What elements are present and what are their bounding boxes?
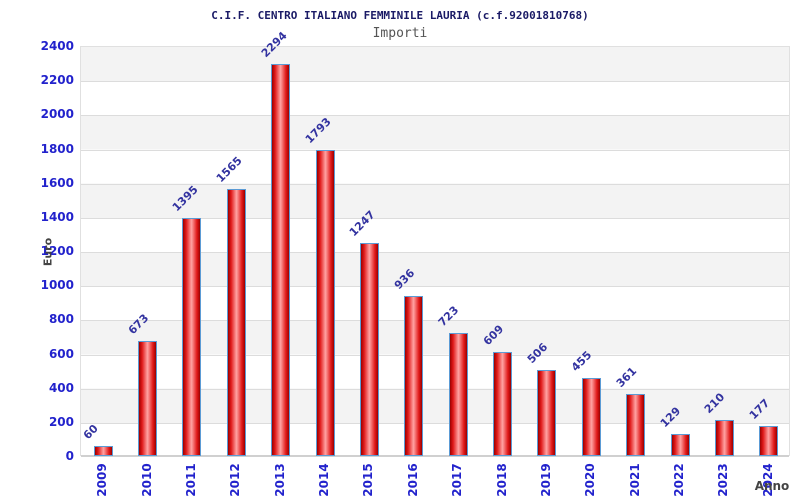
bar-2013	[271, 64, 291, 456]
y-tick-label: 400	[48, 380, 74, 395]
x-tick-label: 2018	[494, 463, 509, 497]
bar-value-label: 609	[480, 322, 506, 348]
bar-2014	[315, 149, 335, 456]
bar-value-label: 1395	[169, 182, 201, 214]
x-axis-line	[81, 455, 789, 457]
x-axis-title: Anno	[754, 479, 790, 493]
y-tick-label: 600	[48, 346, 74, 361]
bar-value-label: 1565	[214, 153, 245, 185]
bar-2012	[226, 188, 246, 456]
bar-value-label: 1793	[302, 114, 334, 146]
x-tick-label: 2009	[95, 463, 110, 497]
x-tick-label: 2011	[183, 463, 198, 497]
y-tick-label: 1000	[40, 278, 74, 293]
bar-2011	[182, 217, 202, 456]
x-tick-label: 2015	[361, 463, 376, 497]
bar-value-label: 129	[657, 404, 684, 430]
bar-value-label: 361	[613, 364, 639, 391]
bar-2015	[359, 242, 379, 456]
y-tick-label: 800	[48, 312, 74, 327]
gridline	[81, 183, 789, 185]
y-tick-label: 1200	[40, 244, 74, 258]
bar-value-label: 60	[80, 421, 102, 442]
bar-value-label: 506	[524, 340, 551, 366]
x-tick-label: 2013	[272, 463, 287, 497]
x-tick-label: 2020	[583, 463, 598, 497]
bar-value-label: 455	[569, 348, 595, 375]
x-tick-label: 2023	[716, 463, 731, 497]
bar-value-label: 177	[746, 396, 773, 422]
x-tick-label: 2012	[228, 463, 243, 497]
gridline	[81, 388, 789, 390]
y-tick-label: 2200	[40, 73, 74, 88]
gridline	[81, 354, 789, 356]
y-tick-label: 2000	[40, 107, 74, 122]
bar-2022	[670, 433, 690, 456]
gridline	[81, 286, 789, 288]
y-tick-label: 2400	[40, 39, 74, 53]
bar-value-label: 936	[391, 266, 418, 293]
bar-2024	[759, 425, 779, 456]
x-tick-label: 2019	[538, 463, 553, 497]
gridline	[81, 81, 789, 83]
gridline	[81, 149, 789, 151]
bar-value-label: 1247	[347, 208, 379, 239]
bar-2009	[93, 445, 113, 456]
x-tick-label: 2022	[672, 463, 687, 497]
y-tick-label: 200	[48, 414, 74, 429]
bar-2019	[537, 369, 557, 456]
x-tick-label: 2021	[627, 463, 642, 497]
gridline	[81, 320, 789, 322]
y-axis-title: Euro	[41, 237, 55, 267]
y-tick-label: 1800	[40, 141, 74, 156]
gridline	[81, 217, 789, 219]
bar-2023	[714, 420, 734, 456]
x-tick-label: 2016	[405, 463, 420, 497]
bar-value-label: 673	[125, 311, 151, 338]
bar-value-label: 210	[702, 390, 728, 417]
y-tick-label: 1600	[40, 175, 74, 190]
bar-2018	[493, 351, 513, 456]
bar-2020	[581, 378, 601, 456]
bar-2010	[138, 341, 158, 456]
bar-2016	[404, 296, 424, 456]
y-tick-label: 0	[65, 449, 74, 463]
x-tick-label: 2017	[450, 463, 465, 497]
y-tick-label: 1400	[40, 209, 74, 224]
bar-2017	[448, 332, 468, 456]
gridline	[81, 252, 789, 253]
chart-subtitle: Importi	[372, 26, 428, 41]
bar-value-label: 723	[435, 303, 462, 329]
chart-title: C.I.F. CENTRO ITALIANO FEMMINILE LAURIA …	[211, 9, 589, 22]
plot-area: 60 673 1395 1565 2294 1793 1247 936 723 609 506 455…	[80, 29, 790, 457]
gridline	[81, 422, 789, 424]
x-tick-label: 2010	[139, 463, 154, 497]
gridline	[81, 115, 789, 117]
bar-2021	[626, 394, 646, 456]
x-tick-label: 2014	[317, 463, 332, 497]
